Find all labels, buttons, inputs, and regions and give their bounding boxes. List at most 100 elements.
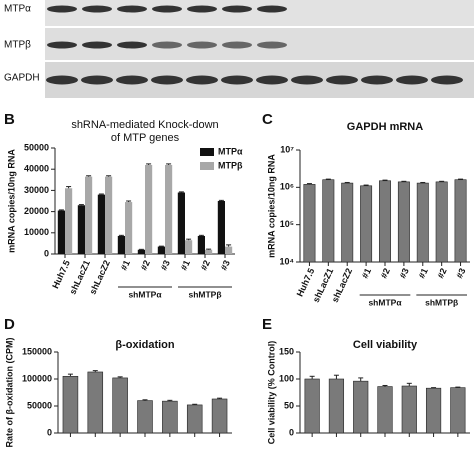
y-tick-label: 50000 [24,142,49,152]
band [116,75,148,85]
bar [435,181,448,263]
band [81,75,113,85]
error-bar [146,163,152,165]
group-label: shMTPα [368,297,402,307]
error-bar [117,376,123,378]
x-tick-label: #2 [139,259,152,272]
band [291,75,323,85]
band [117,41,147,49]
band [186,75,218,85]
error-bar [358,377,364,382]
bar [85,176,93,254]
error-bar [126,200,132,203]
bar [145,164,153,254]
bar [77,205,85,254]
x-tick-label: #3 [159,259,172,272]
y-tick-label: 0 [47,427,52,437]
band [187,5,217,13]
x-tick-label: #2 [199,259,212,272]
group-label: shMTPα [128,289,162,299]
band [117,5,147,13]
y-tick-label: 10000 [24,227,49,237]
panel-letter: B [4,111,15,128]
bar [225,246,233,254]
band [82,41,112,49]
bar [165,164,173,254]
error-bar [406,382,412,387]
error-bar [67,373,73,377]
bar [401,385,417,434]
y-tick-label: 50000 [27,400,52,410]
error-bar [206,248,212,250]
legend-swatch [200,162,214,170]
y-axis-label: mRNA copies/10ng RNA [266,154,276,258]
error-bar [106,175,112,177]
legend-label: MTPβ [218,160,243,170]
error-bar [382,179,388,181]
bar [62,375,79,434]
panel-letter: E [262,316,272,333]
band [431,75,463,85]
x-tick-label: #3 [454,267,467,280]
chart-title: GAPDH mRNA [347,121,423,133]
y-axis-label: Rate of β-oxidation (CPM) [4,338,14,448]
bar [217,201,225,254]
error-bar [309,375,315,379]
error-bar [166,163,172,165]
band [396,75,428,85]
x-tick-label: #1 [179,259,192,272]
y-tick-label: 30000 [24,185,49,195]
bar [377,386,393,434]
error-bar [198,234,204,236]
error-bar [382,384,388,387]
blot-label: MTPα [4,4,31,15]
bar [177,192,185,254]
y-tick-label: 20000 [24,206,49,216]
error-bar [92,370,98,372]
error-bar [98,193,104,195]
bar [162,400,178,434]
bar [211,398,228,434]
x-tick-label: #1 [360,267,373,280]
bar [65,188,73,254]
x-tick-label: #3 [219,259,232,272]
error-bar [142,399,148,401]
error-bar [458,178,464,180]
bar [125,202,133,254]
bar [157,246,165,254]
band [47,41,77,49]
x-tick-label: #1 [416,267,429,280]
y-tick-label: 10⁷ [280,144,294,154]
chart-title: Cell viability [353,339,418,351]
bar [360,185,373,263]
bar [186,404,203,434]
panel-letter: D [4,316,15,333]
bar [454,179,467,263]
chart-title: β-oxidation [115,339,175,351]
x-tick-label: Huh7.5 [50,259,72,290]
error-bar [344,181,350,184]
y-tick-label: 100000 [22,373,52,383]
y-tick-label: 0 [44,248,49,258]
x-tick-label: #3 [398,267,411,280]
bar [303,184,316,263]
bar [328,378,345,434]
bar [137,400,153,434]
band [152,5,182,13]
band [151,75,183,85]
bar [205,249,213,254]
error-bar [118,234,124,236]
error-bar [401,180,407,182]
bar [341,182,354,263]
bar [112,377,128,434]
bar [450,387,466,434]
error-bar [226,244,232,247]
blot-strip [45,0,474,26]
bar [322,179,335,263]
band [47,5,77,13]
error-bar [363,184,369,186]
band [222,5,252,13]
band [46,75,78,85]
group-label: shMTPβ [425,297,458,307]
error-bar [78,204,84,206]
